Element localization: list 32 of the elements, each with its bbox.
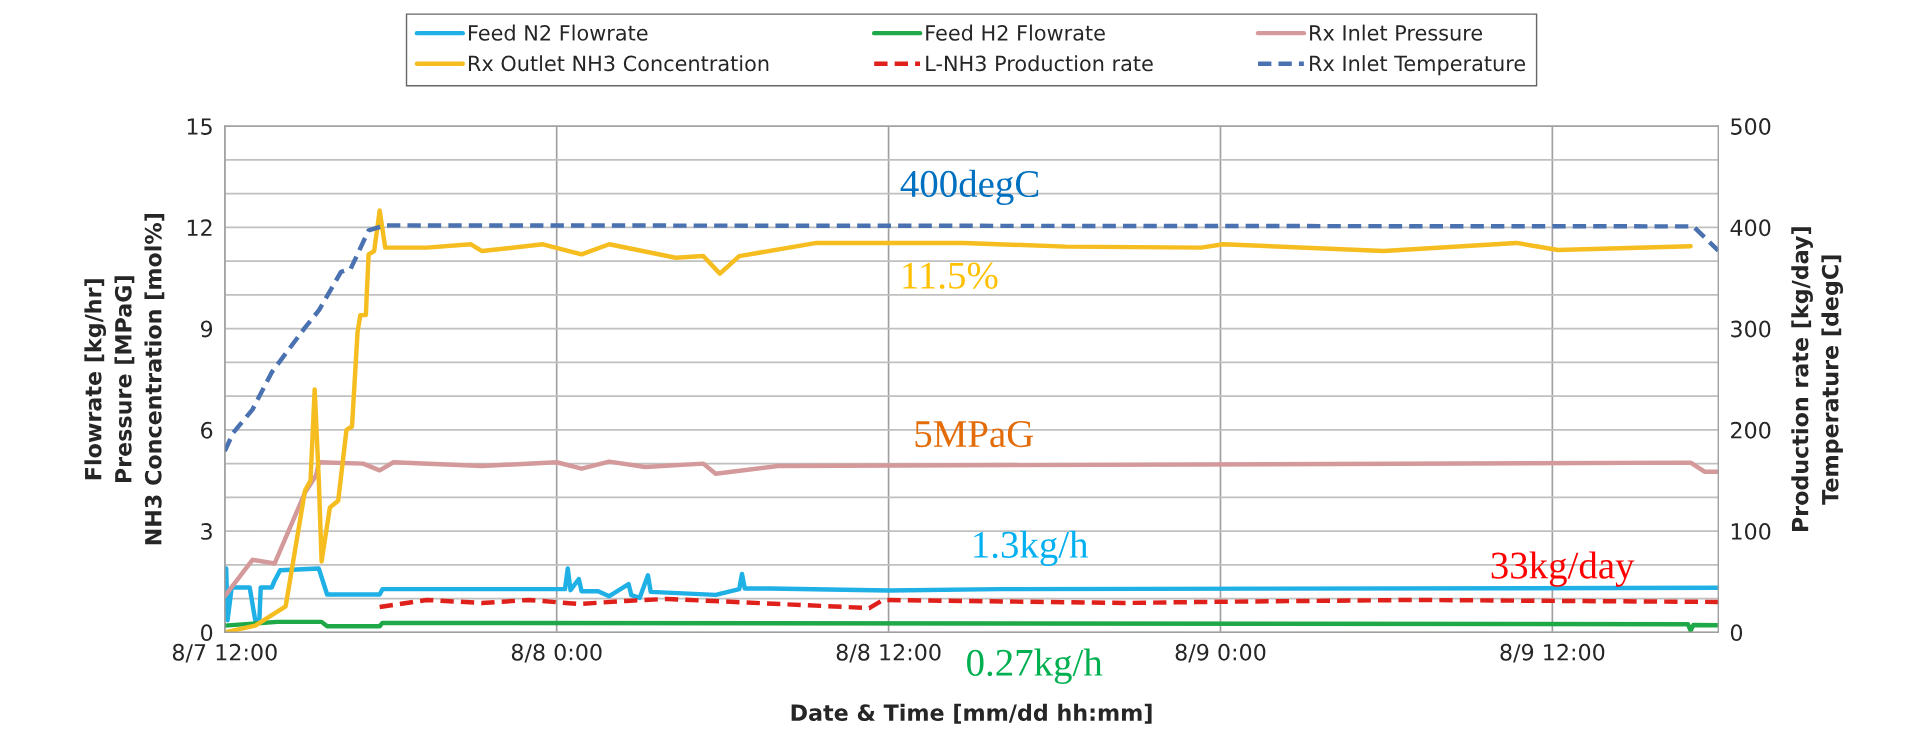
- y-tick-label: 0: [201, 624, 213, 642]
- y2-tick-label: 500: [1731, 118, 1771, 135]
- annotation: 5MPaG: [915, 421, 1034, 448]
- x-tick-label: 8/8 0:00: [511, 643, 602, 663]
- x-tick-label: 8/8 12:00: [836, 643, 941, 663]
- annotation: 33kg/day: [1491, 551, 1635, 587]
- y2-tick-label: 200: [1731, 421, 1771, 439]
- y-tick-label: 3: [201, 523, 212, 540]
- legend-label: Feed H2 Flowrate: [926, 24, 1105, 41]
- annotation: 11.5%: [903, 262, 998, 289]
- legend-label: Rx Inlet Temperature: [1310, 55, 1526, 76]
- x-axis-title: Date & Time [mm/dd hh:mm]: [791, 703, 1152, 724]
- y-axis-title: Flowrate [kg/hr] Pressure [MPaG] NH3 Concentration [mol%]: [84, 214, 165, 545]
- y2-tick-label: 300: [1731, 320, 1771, 338]
- y2-tick-label: 400: [1730, 219, 1771, 237]
- y2-tick-label: 0: [1730, 624, 1743, 642]
- y-tick-label: 12: [187, 219, 212, 236]
- y2-axis-title: Production rate [kg/day] Temperature [degC]: [1791, 227, 1844, 532]
- y2-tick-label: 100: [1731, 523, 1771, 540]
- legend-label: L-NH3 Production rate: [926, 55, 1153, 72]
- y-tick-label: 15: [187, 118, 212, 135]
- annotation: 1.3kg/h: [974, 530, 1089, 567]
- y-tick-label: 6: [201, 421, 213, 439]
- x-tick-label: 8/9 0:00: [1175, 643, 1266, 663]
- x-tick-label: 8/9 12:00: [1500, 643, 1605, 663]
- text: 0.27kg/h: [967, 648, 1103, 684]
- y-tick-label: 9: [200, 320, 213, 338]
- x-tick-label: 8/7 12:00: [172, 643, 277, 663]
- legend-label: Feed N2 Flowrate: [468, 24, 648, 41]
- annotation: 400degC: [900, 169, 1039, 206]
- legend-label: Rx Inlet Pressure: [1310, 24, 1483, 41]
- legend-label: Rx Outlet NH3 Concentration: [468, 55, 769, 72]
